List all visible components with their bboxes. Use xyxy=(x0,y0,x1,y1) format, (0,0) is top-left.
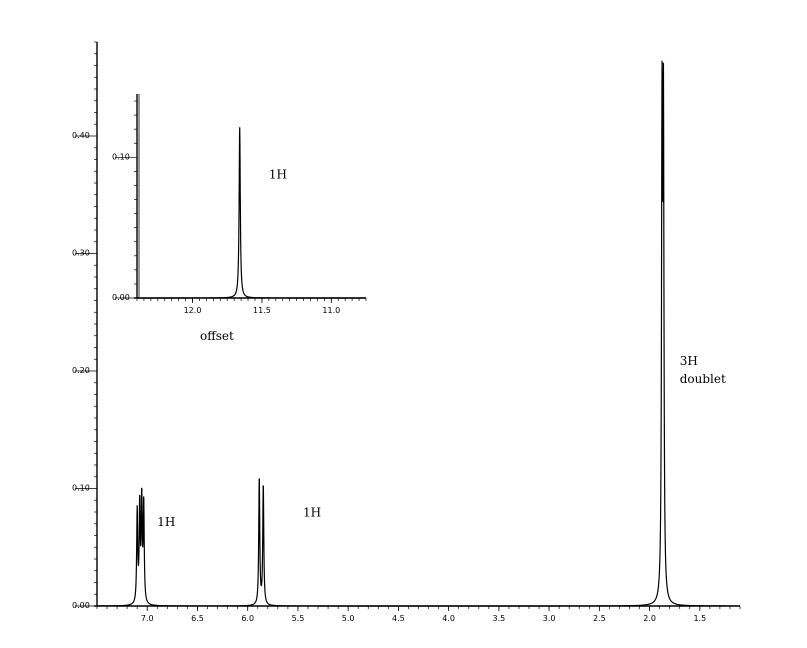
main-y-tick-label: 0.10 xyxy=(72,484,90,493)
main-x-tick-label: 6.0 xyxy=(241,614,254,623)
main-peak-point xyxy=(143,505,145,507)
main-x-tick-label: 4.0 xyxy=(442,614,455,623)
inset-y-tick-label: 0.10 xyxy=(112,152,130,161)
main-spectrum-line xyxy=(97,60,740,607)
main-y-tick-label: 0.40 xyxy=(72,131,90,140)
main-peak-annotation: 1H xyxy=(157,515,175,529)
main-y-tick-label: 0.00 xyxy=(72,601,90,610)
inset-peak-point xyxy=(239,127,241,129)
main-x-tick-label: 2.0 xyxy=(643,614,656,623)
inset-spectrum-line xyxy=(137,127,366,299)
main-x-tick-label: 3.5 xyxy=(493,614,506,623)
main-spectrum xyxy=(97,60,740,607)
main-peak-point xyxy=(661,133,663,135)
main-peak-annotation: 1H xyxy=(303,506,321,520)
inset-spectrum xyxy=(137,127,366,299)
main-y-tick-label: 0.30 xyxy=(72,249,90,258)
main-peak-annotation: doublet xyxy=(680,372,726,386)
inset-x-axis-label: offset xyxy=(200,329,234,343)
main-x-tick-label: 2.5 xyxy=(593,614,606,623)
inset-chart: 0.00 0.10 12.0 11.5 11.0 1H offset xyxy=(112,94,367,343)
main-peak-point xyxy=(136,512,138,514)
main-x-tick-label: 5.5 xyxy=(292,614,305,623)
main-ticks: 0.00 0.10 0.20 0.30 0.40 7.0 6.5 6.0 5.5 5.0 4.5 4.… xyxy=(72,41,741,623)
inset-y-tick-label: 0.00 xyxy=(112,293,130,302)
main-peak-annotation: 3H xyxy=(680,354,698,368)
main-x-tick-label: 6.5 xyxy=(191,614,204,623)
main-x-tick-label: 3.0 xyxy=(543,614,556,623)
main-y-tick-label: 0.20 xyxy=(72,366,90,375)
main-peak-point xyxy=(262,485,264,487)
main-x-tick-label: 7.0 xyxy=(141,614,154,623)
inset-labels: 1H offset xyxy=(200,167,287,343)
main-axes xyxy=(94,42,740,607)
main-x-tick-label: 4.5 xyxy=(392,614,405,623)
inset-x-tick-label: 11.0 xyxy=(322,306,340,315)
inset-peak-annotation: 1H xyxy=(269,167,287,181)
main-labels: 1H 1H 3H doublet xyxy=(157,354,726,529)
main-peak-point xyxy=(139,507,141,510)
main-x-tick-label: 1.5 xyxy=(693,614,706,623)
main-peak-point xyxy=(141,503,143,505)
main-peak-point xyxy=(662,135,665,137)
inset-x-tick-label: 11.5 xyxy=(253,306,271,315)
inset-x-tick-label: 12.0 xyxy=(184,306,202,315)
main-x-tick-label: 5.0 xyxy=(342,614,355,623)
main-peak-point xyxy=(258,478,260,480)
inset-axes xyxy=(134,94,366,299)
